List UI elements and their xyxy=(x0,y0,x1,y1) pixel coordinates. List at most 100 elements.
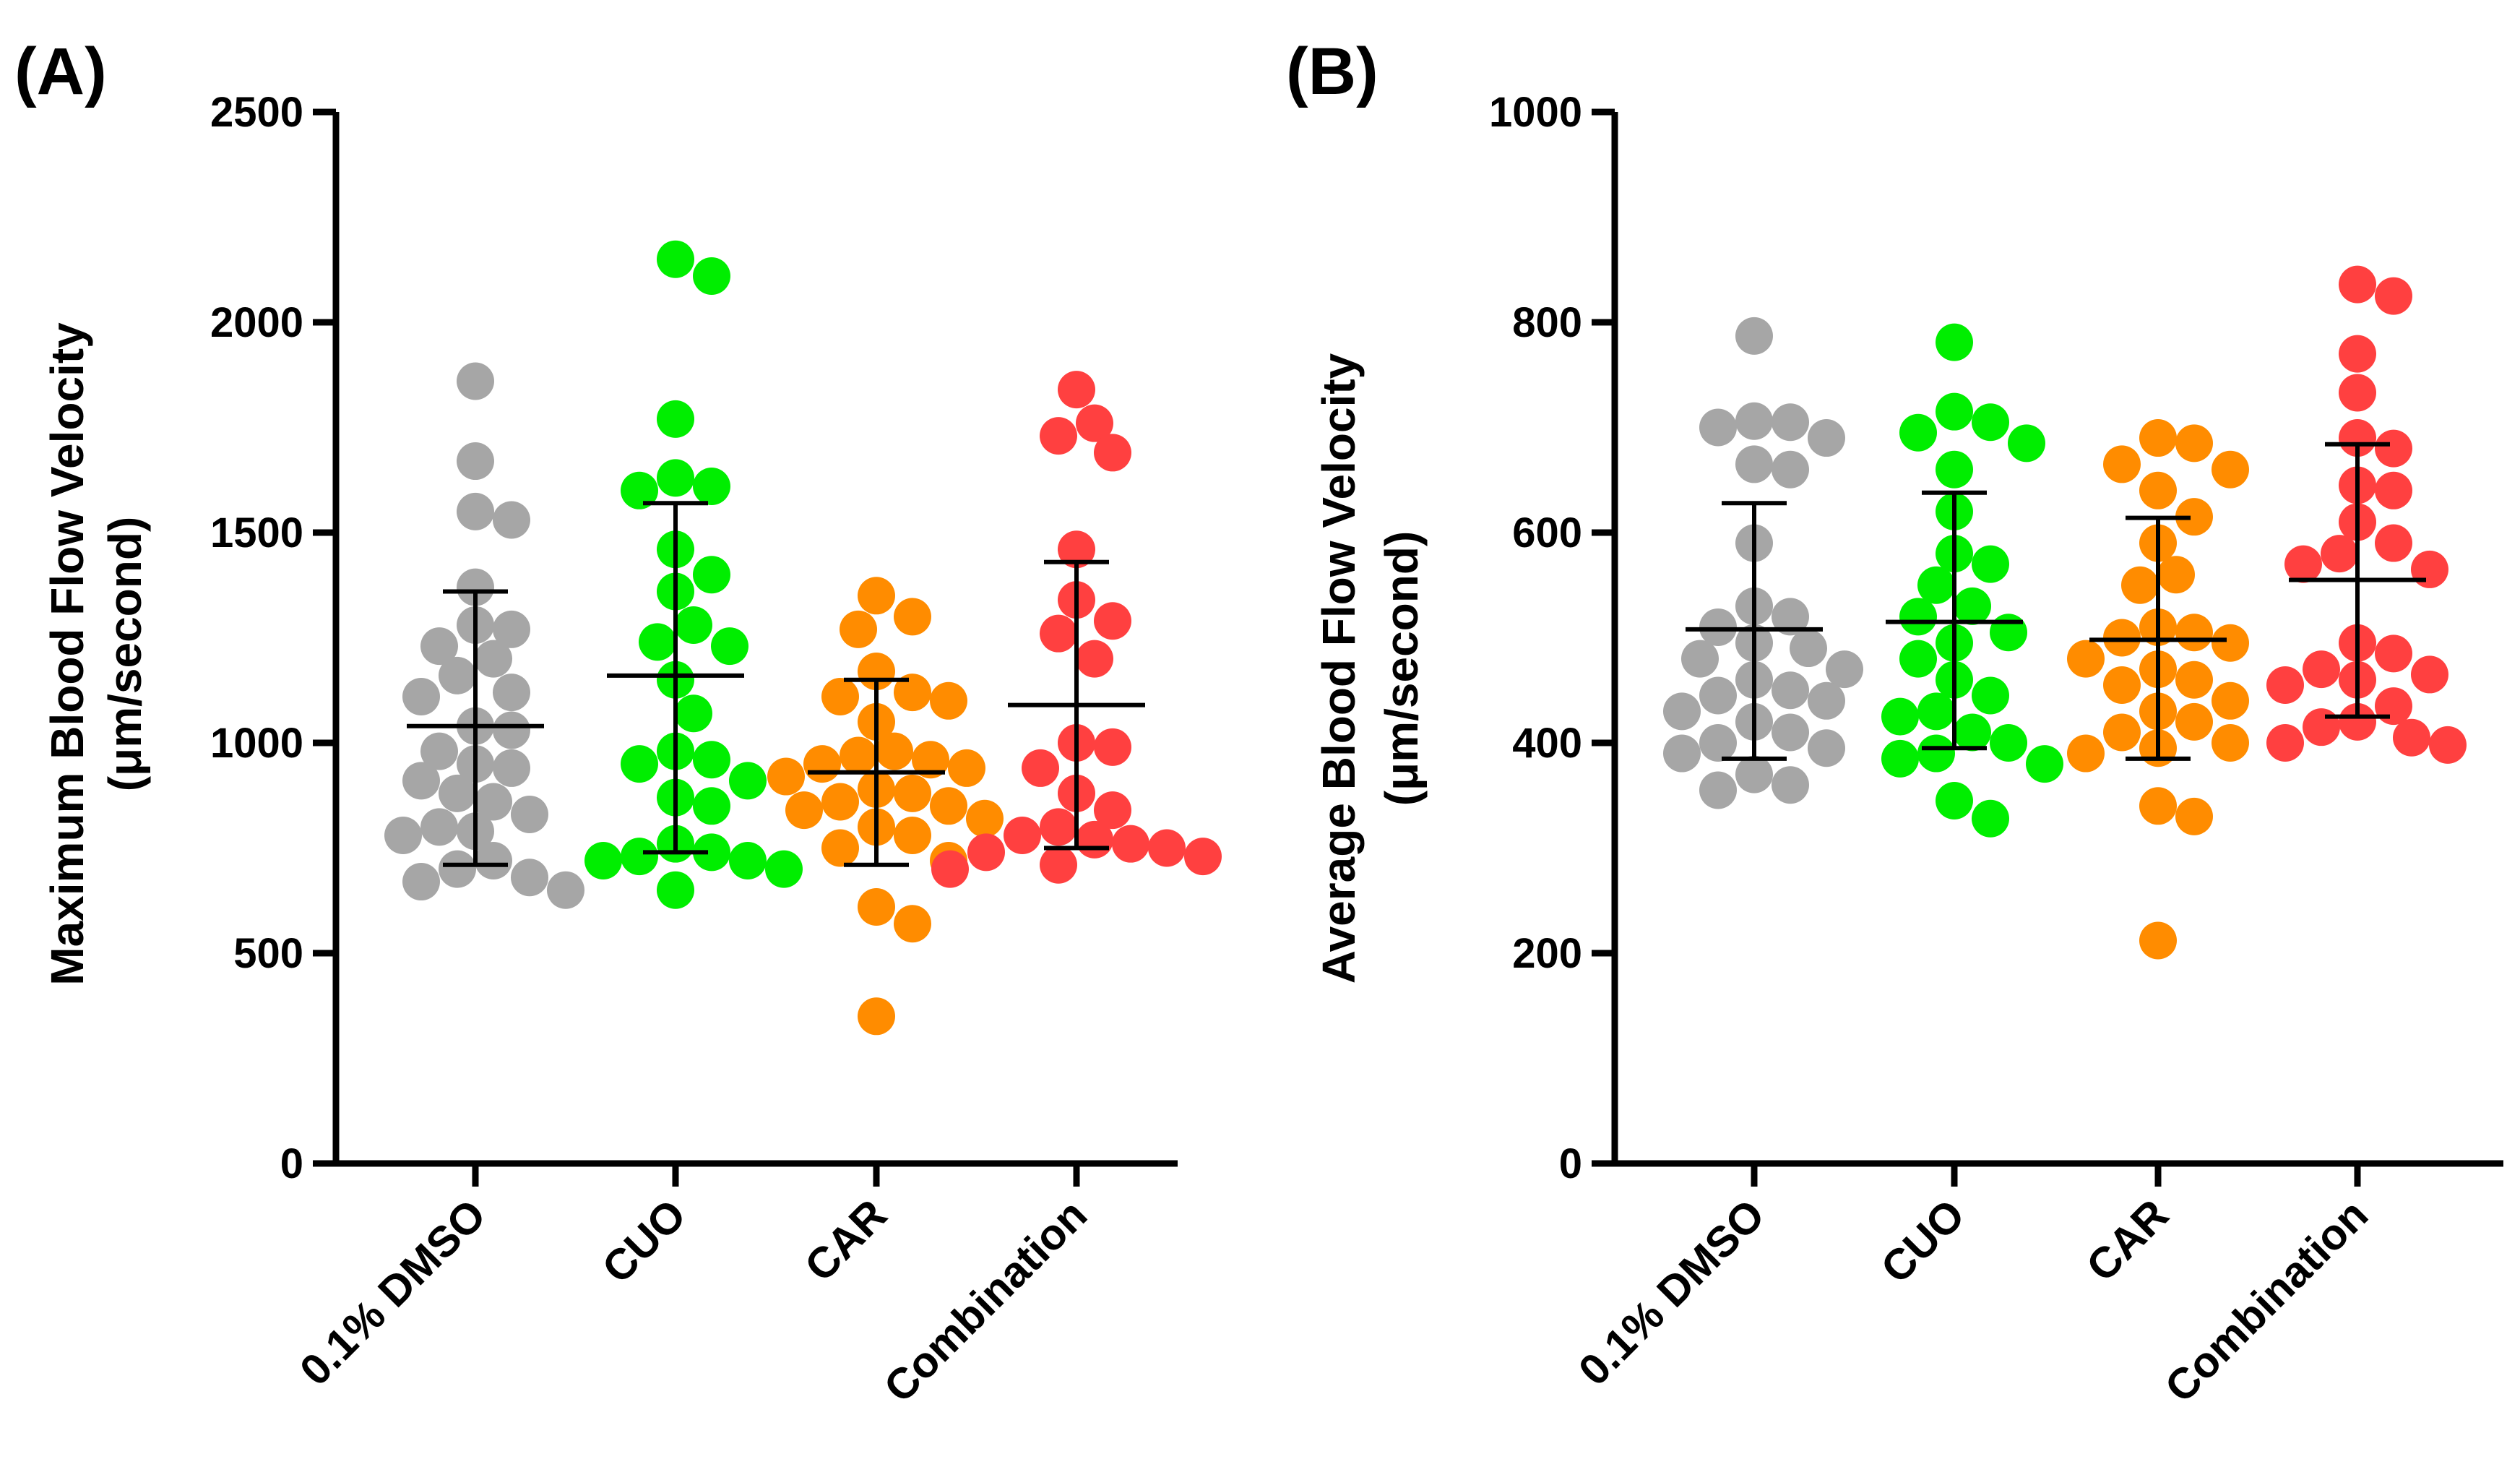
panel-a-data-point xyxy=(493,501,530,539)
panel-b-data-point xyxy=(2411,655,2448,694)
panel-a-data-point xyxy=(584,841,622,879)
panel-b-data-point xyxy=(1808,681,1845,720)
panel-a-y-tick-label: 1000 xyxy=(210,720,303,767)
panel-b-data-point xyxy=(2375,429,2412,468)
panel-b-data-point xyxy=(1699,676,1737,715)
panel-a-data-point xyxy=(693,787,730,825)
panel-b-data-point xyxy=(1663,734,1701,773)
panel-b-data-point xyxy=(1663,692,1701,731)
panel-b-data-point xyxy=(2212,624,2249,662)
panel-a-data-point xyxy=(457,492,494,530)
panel-b-data-point xyxy=(1735,755,1773,793)
panel-b-data-point xyxy=(2175,702,2213,741)
panel-b-data-point xyxy=(1699,724,1737,762)
panel-a-data-point xyxy=(931,850,969,888)
panel-a-data-point xyxy=(1076,820,1113,859)
panel-a-ylabel-line1: Maximum Blood Flow Velocity xyxy=(41,322,93,986)
panel-a-data-point xyxy=(930,787,967,825)
panel-b-data-point xyxy=(1917,566,1955,604)
panel-a-data-point xyxy=(1040,417,1077,455)
panel-a-category-label: 0.1% DMSO xyxy=(290,1190,495,1395)
panel-a-data-point xyxy=(457,362,494,400)
panel-b-data-point xyxy=(2175,424,2213,462)
panel-b-data-point xyxy=(2139,787,2177,825)
panel-a-data-point xyxy=(894,817,931,855)
panel-b-data-point xyxy=(2103,666,2141,704)
panel-a-data-point xyxy=(420,627,458,666)
panel-a-data-point xyxy=(439,774,476,812)
panel-b-data-point xyxy=(1772,403,1809,442)
panel-b-category-label: 0.1% DMSO xyxy=(1569,1190,1774,1395)
panel-b-y-tick-label: 200 xyxy=(1512,930,1582,977)
panel-a-data-point xyxy=(493,711,530,749)
panel-b-data-point xyxy=(2067,734,2105,773)
panel-a-data-point xyxy=(1040,614,1077,653)
panel-b-data-point xyxy=(1699,408,1737,447)
panel-b-data-point xyxy=(2103,445,2141,483)
panel-a-data-point xyxy=(693,257,730,295)
panel-b-data-point xyxy=(2375,471,2412,509)
panel-a-y-tick-label: 2000 xyxy=(210,299,303,346)
panel-a-data-point xyxy=(693,833,730,872)
panel-a-y-tick-label: 500 xyxy=(233,930,303,977)
panel-a-data-point xyxy=(821,829,859,867)
panel-b-data-point xyxy=(2175,797,2213,835)
panel-a-data-point xyxy=(475,640,512,678)
panel-a-category-label: Combination xyxy=(875,1190,1097,1412)
panel-b-plot-area: 0 200 400 600 800 1000 0.1% DMSO CUO CARCombinat… xyxy=(1489,89,2503,1411)
panel-b-data-point xyxy=(1990,724,2027,762)
panel-b-data-point xyxy=(2321,535,2358,573)
panel-a-data-point xyxy=(711,627,748,666)
panel-a-data-point xyxy=(1094,434,1131,472)
panel-a-data-point xyxy=(1058,530,1095,569)
panel-a-data-point xyxy=(1094,728,1131,766)
panel-a-data-point xyxy=(657,240,694,278)
panel-b-data-point xyxy=(1772,598,1809,636)
panel-b-data-point xyxy=(2067,640,2105,678)
panel-a-data-point xyxy=(511,795,548,833)
panel-a-data-point xyxy=(1148,829,1186,867)
panel-a-data-point xyxy=(621,471,658,509)
panel-a-data-point xyxy=(1184,838,1222,876)
panel-b-data-point xyxy=(2339,335,2376,373)
panel-b-data-point xyxy=(1917,734,1955,773)
panel-a-data-point xyxy=(930,681,967,720)
panel-a-data-point xyxy=(912,741,949,779)
panel-b-y-tick-label: 800 xyxy=(1512,299,1582,346)
panel-b-data-point xyxy=(2175,498,2213,536)
panel-a-data-point xyxy=(493,674,530,712)
panel-a-data-point xyxy=(1058,371,1095,409)
panel-a-data-point xyxy=(475,841,512,879)
panel-b-category-label: CUO xyxy=(1872,1190,1975,1293)
panel-a-plot-area: 0 500 1000 1500 2000 2500 0.1% DMSO CUO CARCombi… xyxy=(210,89,1222,1411)
panel-a-data-point xyxy=(657,400,694,438)
panel-a-data-point xyxy=(1094,791,1131,830)
panel-a-data-point xyxy=(821,783,859,821)
panel-b-data-point xyxy=(2375,277,2412,315)
panel-a-data-point xyxy=(948,749,985,787)
panel-b-data-point xyxy=(2393,718,2430,757)
panel-b-data-point xyxy=(1990,614,2027,652)
panel-a-data-point xyxy=(767,757,805,796)
panel-b-data-point xyxy=(2212,724,2249,762)
panel-a-data-point xyxy=(402,762,440,800)
panel-b-data-point xyxy=(2266,724,2304,762)
panel-a-data-point xyxy=(1094,602,1131,640)
panel-a-data-point xyxy=(858,887,895,926)
panel-b-data-point xyxy=(2339,265,2376,304)
panel-a-data-point xyxy=(693,741,730,779)
panel-b-data-point xyxy=(2375,634,2412,673)
panel-b-data-point xyxy=(1735,445,1773,483)
panel-a-data-point xyxy=(384,817,422,855)
panel-b-category-label: Combination xyxy=(2156,1190,2378,1412)
panel-a-data-point xyxy=(1112,825,1149,863)
panel-a-ylabel-line2: (μm/second) xyxy=(99,517,151,792)
panel-a-data-point xyxy=(876,732,913,770)
panel-b-data-point xyxy=(2212,681,2249,720)
panel-b-data-point xyxy=(2375,687,2412,726)
panel-b-data-point xyxy=(2339,702,2376,741)
panel-b-data-point xyxy=(1808,729,1845,767)
panel-a-data-point xyxy=(511,859,548,897)
panel-b-data-point xyxy=(1972,799,2009,838)
